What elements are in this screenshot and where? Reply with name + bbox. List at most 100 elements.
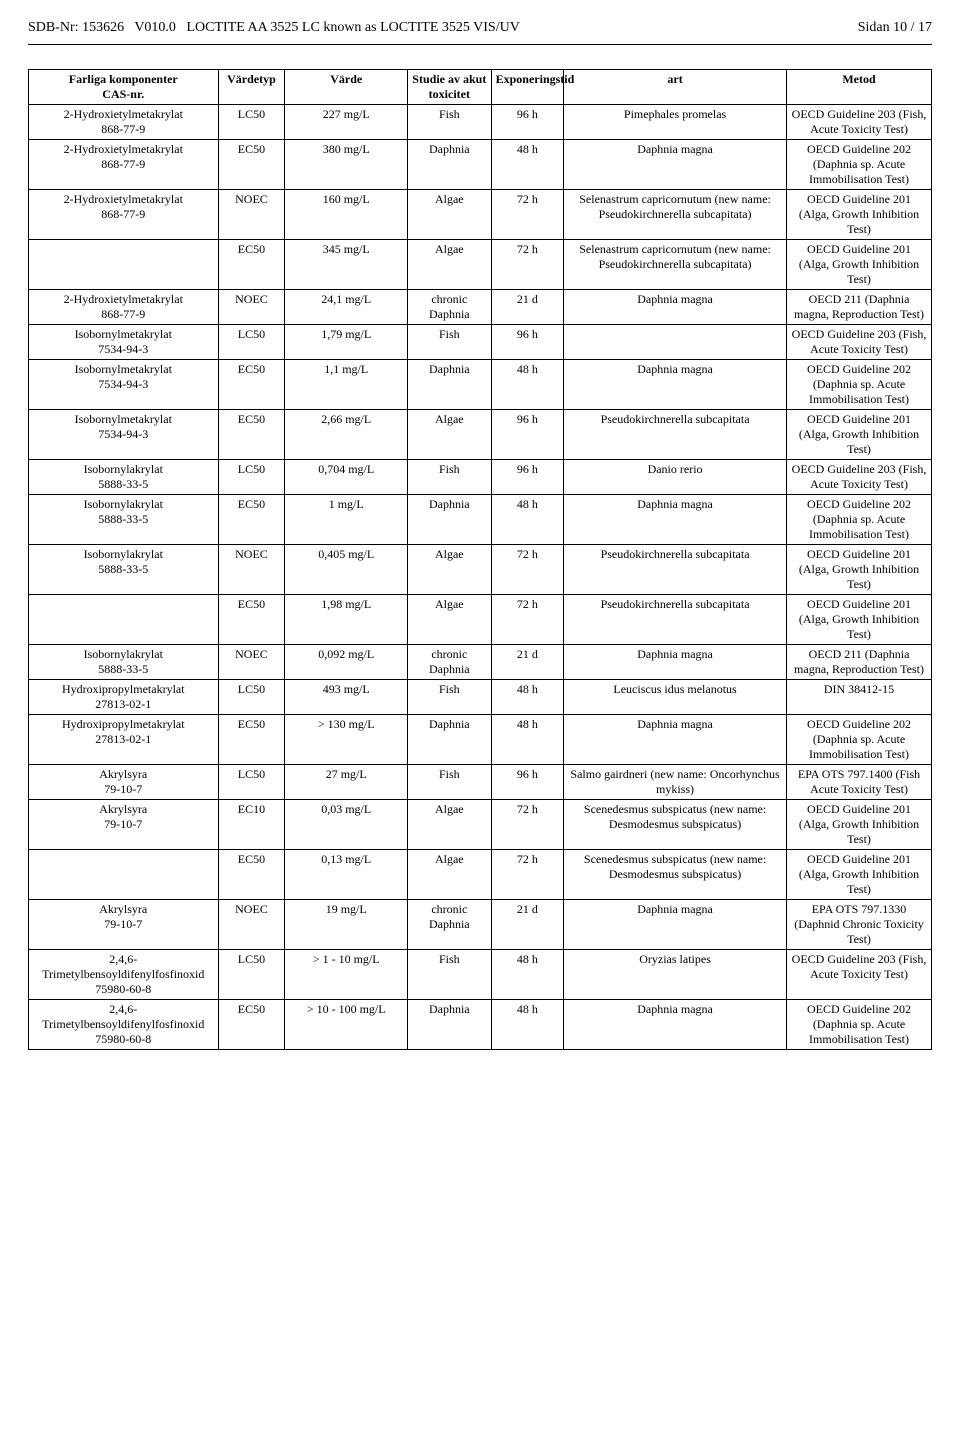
cell-art: Daphnia magna	[564, 1000, 787, 1050]
cell-art: Pseudokirchnerella subcapitata	[564, 595, 787, 645]
header-left: SDB-Nr: 153626 V010.0 LOCTITE AA 3525 LC…	[28, 20, 858, 36]
page-header: SDB-Nr: 153626 V010.0 LOCTITE AA 3525 LC…	[28, 20, 932, 45]
cell-art: Scenedesmus subspicatus (new name: Desmo…	[564, 800, 787, 850]
cell-vtype: NOEC	[218, 545, 285, 595]
cell-comp: Isobornylakrylat5888-33-5	[29, 460, 219, 495]
cell-art: Scenedesmus subspicatus (new name: Desmo…	[564, 850, 787, 900]
cell-study: Daphnia	[408, 140, 492, 190]
cell-art: Pseudokirchnerella subcapitata	[564, 410, 787, 460]
cell-value: 1,79 mg/L	[285, 325, 408, 360]
table-row: EC500,13 mg/LAlgae72 hScenedesmus subspi…	[29, 850, 932, 900]
cell-vtype: NOEC	[218, 900, 285, 950]
cell-comp: Hydroxipropylmetakrylat27813-02-1	[29, 715, 219, 765]
cell-art	[564, 325, 787, 360]
cell-exp: 72 h	[491, 545, 563, 595]
cell-method: DIN 38412-15	[787, 680, 932, 715]
cell-study: Algae	[408, 800, 492, 850]
cell-value: 0,704 mg/L	[285, 460, 408, 495]
col-value: Värde	[285, 70, 408, 105]
table-header-row: Farliga komponenterCAS-nr. Värdetyp Värd…	[29, 70, 932, 105]
cell-exp: 48 h	[491, 1000, 563, 1050]
cell-method: OECD Guideline 203 (Fish, Acute Toxicity…	[787, 950, 932, 1000]
cell-exp: 21 d	[491, 290, 563, 325]
cell-exp: 21 d	[491, 900, 563, 950]
table-row: Isobornylakrylat5888-33-5EC501 mg/LDaphn…	[29, 495, 932, 545]
cell-comp: 2,4,6-Trimetylbensoyldifenylfosfinoxid75…	[29, 1000, 219, 1050]
cell-vtype: EC50	[218, 1000, 285, 1050]
table-row: Akrylsyra79-10-7LC5027 mg/LFish96 hSalmo…	[29, 765, 932, 800]
cell-art: Daphnia magna	[564, 140, 787, 190]
cell-exp: 96 h	[491, 410, 563, 460]
cell-exp: 72 h	[491, 595, 563, 645]
cell-comp: Akrylsyra79-10-7	[29, 800, 219, 850]
cell-value: 2,66 mg/L	[285, 410, 408, 460]
version: V010.0	[134, 20, 176, 35]
cell-exp: 96 h	[491, 105, 563, 140]
col-comp: Farliga komponenterCAS-nr.	[29, 70, 219, 105]
cell-vtype: LC50	[218, 105, 285, 140]
cell-comp	[29, 850, 219, 900]
cell-study: Algae	[408, 190, 492, 240]
table-row: Isobornylmetakrylat7534-94-3EC501,1 mg/L…	[29, 360, 932, 410]
cell-study: Daphnia	[408, 1000, 492, 1050]
cell-study: Fish	[408, 460, 492, 495]
cell-exp: 48 h	[491, 360, 563, 410]
cell-art: Pimephales promelas	[564, 105, 787, 140]
cell-art: Selenastrum capricornutum (new name: Pse…	[564, 240, 787, 290]
cell-comp: Isobornylakrylat5888-33-5	[29, 545, 219, 595]
cell-method: OECD Guideline 203 (Fish, Acute Toxicity…	[787, 325, 932, 360]
cell-value: 0,03 mg/L	[285, 800, 408, 850]
cell-comp: Hydroxipropylmetakrylat27813-02-1	[29, 680, 219, 715]
table-row: Hydroxipropylmetakrylat27813-02-1LC50493…	[29, 680, 932, 715]
cell-exp: 21 d	[491, 645, 563, 680]
cell-comp: 2,4,6-Trimetylbensoyldifenylfosfinoxid75…	[29, 950, 219, 1000]
cell-method: OECD Guideline 201 (Alga, Growth Inhibit…	[787, 545, 932, 595]
cell-exp: 48 h	[491, 950, 563, 1000]
cell-comp: 2-Hydroxietylmetakrylat868-77-9	[29, 140, 219, 190]
cell-method: EPA OTS 797.1330 (Daphnid Chronic Toxici…	[787, 900, 932, 950]
table-row: Isobornylakrylat5888-33-5NOEC0,405 mg/LA…	[29, 545, 932, 595]
cell-study: Algae	[408, 240, 492, 290]
cell-study: Algae	[408, 595, 492, 645]
cell-vtype: EC50	[218, 240, 285, 290]
table-row: Isobornylmetakrylat7534-94-3LC501,79 mg/…	[29, 325, 932, 360]
table-row: EC50345 mg/LAlgae72 hSelenastrum caprico…	[29, 240, 932, 290]
product-name: LOCTITE AA 3525 LC known as LOCTITE 3525…	[186, 20, 519, 35]
cell-value: 19 mg/L	[285, 900, 408, 950]
cell-comp: Akrylsyra79-10-7	[29, 900, 219, 950]
cell-method: OECD Guideline 201 (Alga, Growth Inhibit…	[787, 190, 932, 240]
cell-method: OECD Guideline 203 (Fish, Acute Toxicity…	[787, 105, 932, 140]
cell-study: Fish	[408, 680, 492, 715]
cell-study: Algae	[408, 545, 492, 595]
cell-exp: 72 h	[491, 800, 563, 850]
table-row: 2-Hydroxietylmetakrylat868-77-9NOEC160 m…	[29, 190, 932, 240]
cell-vtype: EC50	[218, 850, 285, 900]
cell-study: Algae	[408, 410, 492, 460]
cell-art: Oryzias latipes	[564, 950, 787, 1000]
cell-comp: Isobornylakrylat5888-33-5	[29, 645, 219, 680]
sdb-nr: 153626	[82, 20, 124, 35]
cell-vtype: EC50	[218, 495, 285, 545]
cell-exp: 48 h	[491, 140, 563, 190]
table-row: 2-Hydroxietylmetakrylat868-77-9NOEC24,1 …	[29, 290, 932, 325]
cell-exp: 96 h	[491, 765, 563, 800]
cell-art: Selenastrum capricornutum (new name: Pse…	[564, 190, 787, 240]
cell-art: Daphnia magna	[564, 360, 787, 410]
cell-study: Daphnia	[408, 495, 492, 545]
cell-method: OECD 211 (Daphnia magna, Reproduction Te…	[787, 290, 932, 325]
table-row: Isobornylakrylat5888-33-5LC500,704 mg/LF…	[29, 460, 932, 495]
cell-value: 1,1 mg/L	[285, 360, 408, 410]
cell-study: Fish	[408, 105, 492, 140]
cell-comp: 2-Hydroxietylmetakrylat868-77-9	[29, 290, 219, 325]
cell-vtype: LC50	[218, 765, 285, 800]
cell-value: > 1 - 10 mg/L	[285, 950, 408, 1000]
cell-exp: 96 h	[491, 460, 563, 495]
cell-art: Daphnia magna	[564, 495, 787, 545]
cell-value: 380 mg/L	[285, 140, 408, 190]
cell-study: Fish	[408, 765, 492, 800]
cell-method: OECD Guideline 202 (Daphnia sp. Acute Im…	[787, 140, 932, 190]
cell-exp: 72 h	[491, 190, 563, 240]
cell-vtype: NOEC	[218, 645, 285, 680]
table-body: 2-Hydroxietylmetakrylat868-77-9LC50227 m…	[29, 105, 932, 1050]
cell-study: Algae	[408, 850, 492, 900]
